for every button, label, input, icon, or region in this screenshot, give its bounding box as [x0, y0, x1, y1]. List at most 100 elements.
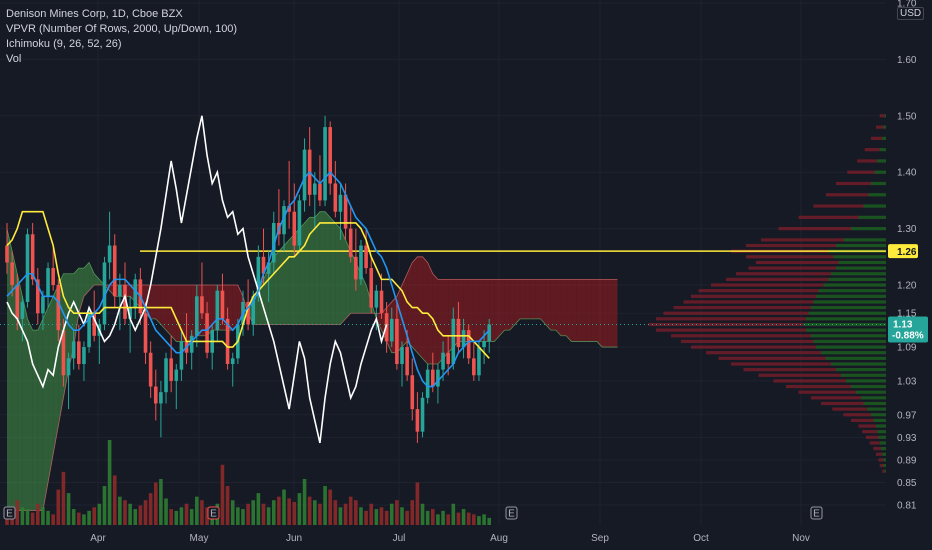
volume-profile-bar-up: [863, 204, 886, 208]
volume-bar: [369, 503, 374, 525]
candle-body: [82, 347, 86, 364]
ichimoku-cloud-segment: [155, 285, 161, 325]
volume-profile-bar-up: [823, 283, 886, 287]
candle-body: [369, 268, 374, 308]
ichimoku-cloud-segment: [299, 222, 305, 325]
candle-body: [10, 262, 14, 286]
volume-profile-bar-down: [878, 458, 884, 462]
volume-profile-bar-down: [847, 170, 875, 174]
ichimoku-cloud-segment: [520, 279, 526, 319]
candle-body: [297, 200, 302, 246]
ichimoku-legend-item[interactable]: Ichimoku (9, 26, 52, 26): [6, 38, 122, 50]
volume-bar: [133, 509, 138, 525]
earnings-marker-icon: [3, 506, 16, 520]
ichimoku-cloud-segment: [432, 273, 438, 364]
y-tick-label: 1.40: [897, 168, 917, 179]
volume-profile-bar-up: [871, 413, 886, 417]
volume-profile-bar-up: [828, 277, 886, 281]
ichimoku-cloud-segment: [335, 222, 341, 325]
ichimoku-cloud-segment: [7, 228, 13, 511]
volume-profile-bar-down: [736, 272, 831, 276]
volume-bar: [338, 507, 343, 525]
candle-body: [338, 194, 343, 212]
volume-bar: [410, 500, 415, 525]
ichimoku-cloud-segment: [530, 279, 536, 319]
ichimoku-cloud-segment: [309, 217, 315, 325]
volume-bar: [179, 507, 184, 525]
volume-bar: [195, 496, 199, 525]
ichimoku-cloud-segment: [607, 279, 613, 348]
candle-body: [15, 285, 20, 319]
candle-body: [292, 211, 297, 246]
ichimoku-cloud-segment: [581, 279, 587, 342]
candle-body: [179, 341, 184, 370]
candle-body: [343, 194, 348, 229]
volume-profile-bar-down: [681, 339, 814, 344]
volume-profile-bar-down: [879, 463, 884, 468]
volume-bar: [56, 489, 61, 525]
candle-body: [441, 352, 445, 370]
ichimoku-cloud-segment: [576, 279, 582, 342]
candle-body: [189, 335, 194, 353]
volume-bar: [246, 503, 250, 525]
volume-bar: [35, 503, 40, 525]
volume-profile-bar-up: [831, 272, 886, 276]
volume-bar: [46, 510, 50, 525]
ichimoku-cloud-segment: [319, 211, 326, 325]
volume-profile-bar-up: [818, 289, 886, 293]
volume-profile-bar-up: [879, 148, 886, 152]
candle-body: [174, 369, 179, 381]
ichimoku-cloud-segment: [555, 279, 562, 336]
ichimoku-cloud-segment: [278, 245, 285, 325]
volume-legend-item[interactable]: Vol: [6, 53, 22, 65]
candle-body: [51, 268, 55, 286]
volume-profile-bar-up: [879, 441, 886, 445]
ichimoku-cloud-segment: [340, 228, 346, 325]
volume-bar: [112, 475, 117, 525]
volume-bar: [487, 517, 492, 525]
candle-body: [405, 347, 409, 376]
ichimoku-cloud-segment: [42, 307, 49, 511]
volume-bar: [236, 507, 240, 525]
candle-body: [61, 330, 66, 376]
volume-bar: [266, 507, 271, 525]
volume-bar: [66, 493, 71, 525]
ichimoku-cloud-segment: [504, 279, 510, 331]
volume-profile-bar-down: [746, 243, 836, 248]
volume-profile-bar-up: [884, 114, 886, 118]
candle-body: [30, 234, 35, 280]
volume-bar: [277, 496, 281, 525]
volume-bar: [148, 493, 153, 525]
candle-body: [112, 245, 117, 297]
volume-bar: [405, 510, 409, 525]
volume-bar: [400, 507, 404, 525]
candle-body: [328, 127, 332, 184]
volume-profile-bar-down: [858, 424, 876, 428]
volume-profile-bar-up: [882, 452, 886, 456]
candle-body: [20, 301, 25, 319]
y-tick-label: 1.09: [897, 343, 917, 354]
volume-bar: [261, 503, 266, 525]
volume-bar: [472, 514, 476, 525]
ichimoku-cloud-segment: [525, 279, 531, 319]
volume-profile-bar-up: [877, 430, 886, 434]
volume-profile-bar-down: [756, 260, 839, 265]
volume-profile-bar-up: [881, 446, 886, 451]
candle-body: [271, 222, 276, 263]
candle-body: [66, 358, 71, 376]
price-axis-background: [886, 0, 932, 550]
candle-body: [384, 313, 389, 342]
volume-bar: [184, 503, 189, 525]
volume-bar: [282, 489, 286, 525]
candle-body: [472, 358, 476, 376]
ichimoku-cloud-segment: [17, 273, 23, 511]
earnings-marker-label: E: [813, 509, 820, 520]
volume-profile-bar-up: [868, 193, 886, 197]
candle-body: [169, 358, 173, 381]
volume-profile-bar-up: [873, 418, 886, 422]
currency-button[interactable]: USD: [897, 7, 925, 20]
vpvr-legend-item[interactable]: VPVR (Number Of Rows, 2000, Up/Down, 100…: [6, 23, 238, 35]
volume-bar: [87, 510, 91, 525]
